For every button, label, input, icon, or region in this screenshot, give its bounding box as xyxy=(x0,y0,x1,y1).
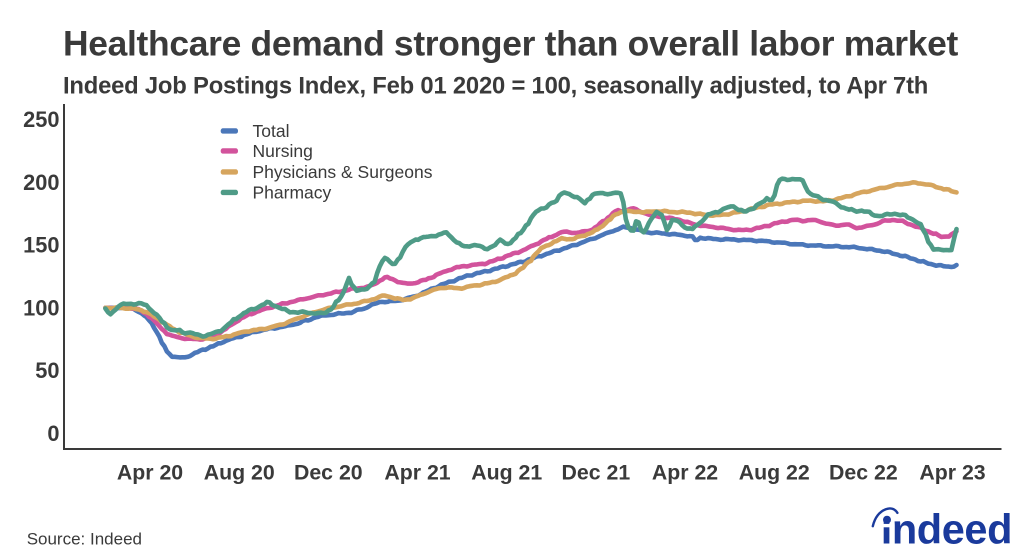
svg-text:Aug 20: Aug 20 xyxy=(204,460,275,484)
svg-text:ındeed: ındeed xyxy=(881,506,1012,553)
svg-text:Total: Total xyxy=(253,121,290,141)
svg-text:Apr 21: Apr 21 xyxy=(384,460,450,484)
svg-text:Apr 23: Apr 23 xyxy=(919,460,985,484)
svg-text:Nursing: Nursing xyxy=(253,141,313,161)
svg-text:150: 150 xyxy=(23,233,59,258)
svg-text:Dec 22: Dec 22 xyxy=(829,460,898,484)
svg-text:Aug 21: Aug 21 xyxy=(471,460,542,484)
svg-text:250: 250 xyxy=(23,107,59,132)
svg-text:Apr 22: Apr 22 xyxy=(652,460,718,484)
svg-text:Aug 22: Aug 22 xyxy=(739,460,810,484)
svg-text:100: 100 xyxy=(23,295,59,320)
svg-text:Dec 21: Dec 21 xyxy=(562,460,631,484)
svg-text:50: 50 xyxy=(35,358,59,383)
svg-text:Apr 20: Apr 20 xyxy=(117,460,183,484)
svg-text:0: 0 xyxy=(47,421,59,446)
svg-text:Source: Indeed: Source: Indeed xyxy=(27,529,142,548)
svg-text:200: 200 xyxy=(23,170,59,195)
svg-text:Dec 20: Dec 20 xyxy=(294,460,363,484)
svg-text:Indeed Job Postings Index, Feb: Indeed Job Postings Index, Feb 01 2020 =… xyxy=(63,72,928,99)
svg-text:Healthcare demand stronger tha: Healthcare demand stronger than overall … xyxy=(63,23,959,63)
svg-text:Pharmacy: Pharmacy xyxy=(253,182,332,202)
svg-text:Physicians & Surgeons: Physicians & Surgeons xyxy=(253,162,433,182)
